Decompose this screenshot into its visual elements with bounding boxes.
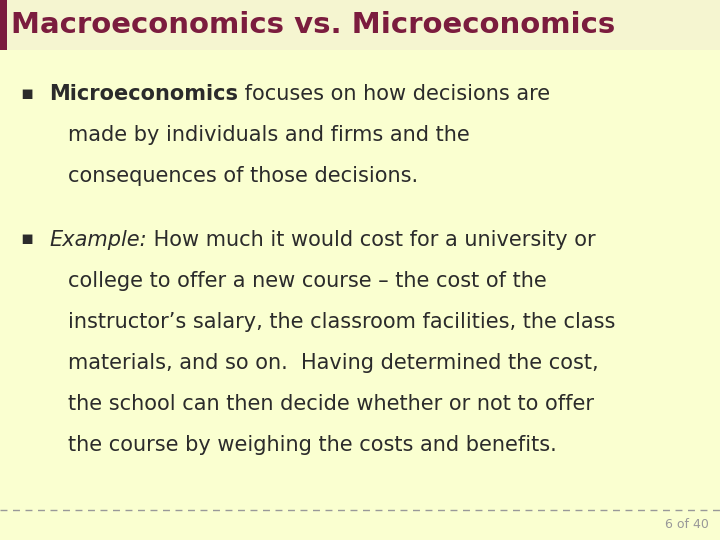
Text: Example:: Example: <box>49 230 147 249</box>
Text: made by individuals and firms and the: made by individuals and firms and the <box>68 125 470 145</box>
Text: college to offer a new course – the cost of the: college to offer a new course – the cost… <box>68 271 547 291</box>
Text: focuses on how decisions are: focuses on how decisions are <box>238 84 550 104</box>
Text: Macroeconomics vs. Microeconomics: Macroeconomics vs. Microeconomics <box>11 11 615 39</box>
Text: Microeconomics: Microeconomics <box>49 84 238 104</box>
Text: consequences of those decisions.: consequences of those decisions. <box>68 166 418 186</box>
Text: ▪: ▪ <box>20 230 33 248</box>
FancyBboxPatch shape <box>0 0 720 50</box>
FancyBboxPatch shape <box>0 0 7 50</box>
Text: instructor’s salary, the classroom facilities, the class: instructor’s salary, the classroom facil… <box>68 312 616 332</box>
Text: How much it would cost for a university or: How much it would cost for a university … <box>147 230 595 249</box>
Text: materials, and so on.  Having determined the cost,: materials, and so on. Having determined … <box>68 353 599 373</box>
Text: 6 of 40: 6 of 40 <box>665 518 709 531</box>
Text: the school can then decide whether or not to offer: the school can then decide whether or no… <box>68 394 595 414</box>
Text: ▪: ▪ <box>20 84 33 103</box>
Text: the course by weighing the costs and benefits.: the course by weighing the costs and ben… <box>68 435 557 455</box>
